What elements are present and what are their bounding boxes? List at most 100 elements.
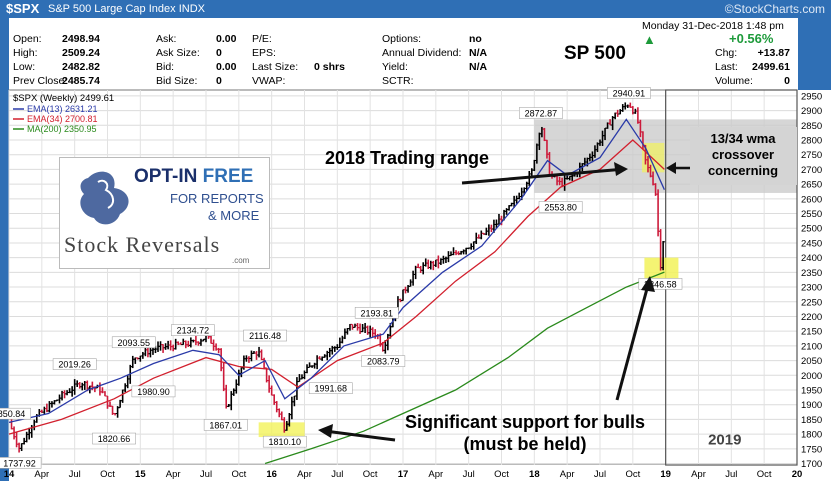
price-label-box <box>308 382 353 394</box>
quote-value: 2485.74 <box>62 75 100 87</box>
support-arrow <box>324 429 396 442</box>
quote-value: +13.87 <box>757 47 790 59</box>
ema34-line <box>8 139 665 435</box>
price-label-box <box>538 201 583 213</box>
quote-value: 0.00 <box>216 33 237 45</box>
x-tick-label: Apr <box>428 469 443 480</box>
x-tick-label: 14 <box>4 469 15 480</box>
ma200-line <box>264 271 665 465</box>
price-label-box <box>203 419 248 431</box>
quote-value: 0 <box>216 75 222 87</box>
x-tick-label: Jul <box>594 469 606 480</box>
price-label: 2553.80 <box>544 202 577 212</box>
x-tick-label: Oct <box>757 469 772 480</box>
quote-value: N/A <box>469 61 488 73</box>
quote-label: Last: <box>715 61 738 73</box>
price-label: 2193.81 <box>360 308 393 318</box>
price-label: 1867.01 <box>209 420 242 430</box>
legend-main: $SPX (Weekly) 2499.61 <box>13 93 114 104</box>
support-highlight <box>258 422 305 438</box>
x-tick-label: 16 <box>266 469 277 480</box>
y-tick-label: 2050 <box>801 356 822 367</box>
logo-optin: OPT-IN FREE <box>134 166 254 187</box>
price-label: 1737.92 <box>3 458 36 468</box>
legend-entry: EMA(13) 2631.21 <box>27 104 98 114</box>
x-axis-panel <box>9 465 831 481</box>
quote-date: Monday 31-Dec-2018 1:48 pm <box>642 20 784 32</box>
x-tick-label: Oct <box>494 469 509 480</box>
x-tick-label: Jul <box>463 469 475 480</box>
y-tick-label: 2450 <box>801 238 822 249</box>
price-label: 1850.84 <box>0 409 25 419</box>
index-name: S&P 500 Large Cap Index INDX <box>48 3 205 15</box>
quote-label: Ask Size: <box>156 47 200 59</box>
price-label: 2872.87 <box>525 109 558 119</box>
x-tick-label: Jul <box>725 469 737 480</box>
change-percent: +0.56% <box>729 31 774 46</box>
x-tick-label: Jul <box>69 469 81 480</box>
x-tick-label: 20 <box>792 469 803 480</box>
x-tick-label: Apr <box>297 469 312 480</box>
price-label-box <box>0 407 31 420</box>
year-2019-label: 2019 <box>708 431 741 448</box>
chart-big-title: SP 500 <box>564 43 626 64</box>
y-tick-label: 2900 <box>801 106 822 117</box>
wma-note-box <box>690 127 797 185</box>
y-tick-label: 1950 <box>801 386 822 397</box>
quote-label: Annual Dividend: <box>382 47 462 59</box>
quote-value: 0 <box>216 47 222 59</box>
price-label-box <box>0 457 42 469</box>
arrow-head-icon <box>641 276 655 292</box>
quote-label: Bid Size: <box>156 75 198 87</box>
quote-label: P/E: <box>252 33 272 45</box>
x-tick-label: Apr <box>34 469 49 480</box>
y-tick-label: 1700 <box>801 459 822 470</box>
up-arrow-icon: ▲ <box>643 32 656 47</box>
x-tick-label: Oct <box>625 469 640 480</box>
y-tick-label: 2550 <box>801 209 822 220</box>
price-label-box <box>171 324 215 336</box>
logo-more: & MORE <box>208 208 260 223</box>
y-tick-label: 2200 <box>801 312 822 323</box>
price-label: 2083.79 <box>367 357 400 367</box>
y-tick-label: 2100 <box>801 341 822 352</box>
legend-entry: MA(200) 2350.95 <box>27 124 97 134</box>
x-tick-label: Jul <box>200 469 212 480</box>
wma-note-line: crossover <box>712 147 774 162</box>
quote-value: no <box>469 33 482 45</box>
quote-value: 0 shrs <box>314 61 345 73</box>
logo-brand: Stock Reversals <box>64 232 221 257</box>
y-tick-label: 2850 <box>801 121 822 132</box>
title-bar: $SPX S&P 500 Large Cap Index INDX ©Stock… <box>0 0 831 18</box>
quote-label: Open: <box>13 33 42 45</box>
logo-domain: .com <box>232 256 250 265</box>
quote-label: Chg: <box>715 47 738 59</box>
price-label-box <box>92 432 136 445</box>
y-tick-label: 2700 <box>801 165 822 176</box>
price-label: 2116.48 <box>249 331 281 341</box>
x-tick-label: 18 <box>529 469 540 480</box>
support-note-line: (must be held) <box>463 434 586 454</box>
x-tick-label: Oct <box>100 469 115 480</box>
wma-note-line: 13/34 wma <box>710 131 776 146</box>
y-tick-label: 2800 <box>801 136 822 147</box>
price-label: 1820.66 <box>98 434 131 444</box>
price-label-box <box>638 278 683 290</box>
x-tick-label: Oct <box>363 469 378 480</box>
price-label: 1991.68 <box>314 384 347 394</box>
price-label: 2093.55 <box>117 338 150 348</box>
trading-range-arrow <box>461 167 626 185</box>
stockcharts-watermark: ©StockCharts.com <box>724 2 825 16</box>
y-tick-label: 2750 <box>801 150 822 161</box>
logo-reports: FOR REPORTS <box>170 191 264 206</box>
price-label-box <box>262 435 307 448</box>
quote-value: 2498.94 <box>62 33 100 45</box>
arrow-head-icon <box>318 424 333 438</box>
ema13-line <box>8 118 665 424</box>
price-label-box <box>519 107 563 119</box>
support-arrow-up <box>615 284 650 401</box>
x-tick-label: 19 <box>660 469 671 480</box>
price-label: 2346.58 <box>644 279 677 289</box>
y-tick-label: 2500 <box>801 224 822 235</box>
